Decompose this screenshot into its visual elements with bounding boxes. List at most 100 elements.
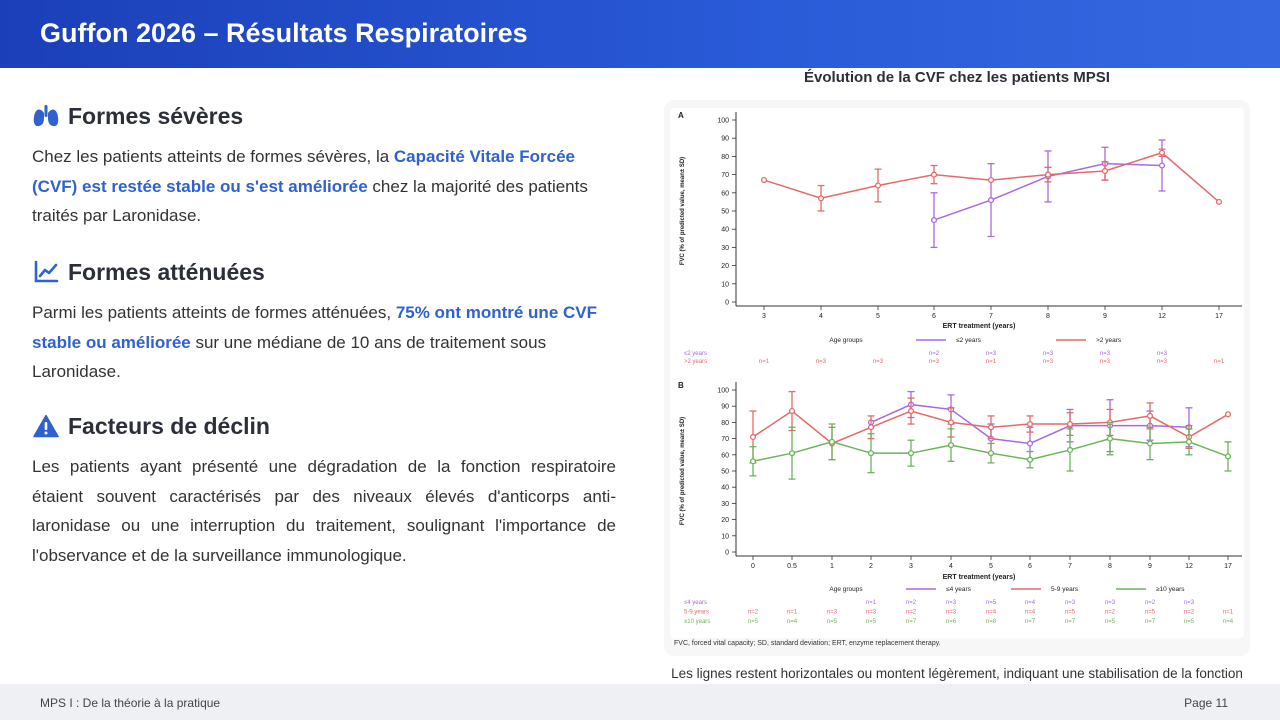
data-point <box>867 424 875 431</box>
section-text: Parmi les patients atteints de formes at… <box>32 298 616 387</box>
n-count: n=8 <box>986 619 997 625</box>
x-tick-label: 0.5 <box>787 563 797 570</box>
y-tick-label: 100 <box>717 118 729 125</box>
n-row-label: ≤4 years <box>684 600 707 606</box>
n-count: n=1 <box>759 359 770 365</box>
data-point <box>907 408 915 415</box>
data-point <box>1106 435 1114 442</box>
n-count: n=5 <box>1105 619 1116 625</box>
n-count: n=6 <box>946 619 957 625</box>
text-segment: Chez les patients atteints de formes sév… <box>32 147 394 166</box>
n-count: n=4 <box>986 610 997 616</box>
n-count: n=7 <box>1065 619 1076 625</box>
section-text: Chez les patients atteints de formes sév… <box>32 142 616 231</box>
n-count: n=3 <box>873 359 884 365</box>
chart-footnote: FVC, forced vital capacity; SD, standard… <box>674 640 941 647</box>
n-count: n=3 <box>1043 359 1054 365</box>
data-point <box>1101 167 1109 175</box>
legend-label: >2 years <box>1096 337 1122 344</box>
n-count: n=5 <box>1065 610 1076 616</box>
data-point <box>788 408 796 415</box>
y-tick-label: 30 <box>721 501 729 508</box>
x-axis-label: ERT treatment (years) <box>943 574 1016 581</box>
y-tick-label: 90 <box>721 404 729 411</box>
highlight-text: Capacité Vitale Forcée (CVF) est restée … <box>32 147 576 196</box>
n-count: n=4 <box>1025 610 1036 616</box>
x-tick-label: 17 <box>1224 563 1232 570</box>
data-point <box>947 442 955 449</box>
n-count: n=1 <box>1214 359 1225 365</box>
data-point <box>1066 420 1074 428</box>
text-segment: sur une médiane de 10 ans de traitement … <box>32 332 547 382</box>
data-point <box>1185 438 1193 445</box>
n-count: n=3 <box>1100 359 1111 365</box>
data-point <box>987 177 995 184</box>
y-axis-label: FVC (% of predicted value, mean± SD) <box>680 417 686 525</box>
n-count: n=3 <box>1065 600 1076 606</box>
n-count: n=3 <box>1043 351 1054 357</box>
x-tick-label: 4 <box>949 563 953 570</box>
n-count: n=2 <box>1145 600 1156 606</box>
section-text: Les patients ayant présenté une dégradat… <box>32 457 616 565</box>
legend-title: Age groups <box>829 337 863 344</box>
y-axis-label: FVC (% of predicted value, mean± SD) <box>680 157 686 265</box>
x-tick-label: 2 <box>869 563 873 570</box>
n-count: n=1 <box>866 600 877 606</box>
data-point <box>749 458 757 465</box>
n-count: n=5 <box>1184 619 1195 625</box>
highlight-text: 75% ont montré une CVF stable ou amélior… <box>32 303 597 352</box>
data-point <box>1224 411 1232 418</box>
x-tick-label: 9 <box>1148 563 1152 570</box>
section-attenuated: Formes atténuées Parmi les patients atte… <box>32 256 616 387</box>
y-tick-label: 60 <box>721 190 729 197</box>
n-count: n=7 <box>1025 619 1036 625</box>
x-tick-label: 8 <box>1108 563 1112 570</box>
panel-label: B <box>678 381 684 390</box>
x-tick-label: 5 <box>876 313 880 320</box>
y-tick-label: 60 <box>721 452 729 459</box>
n-count: n=2 <box>906 600 917 606</box>
y-tick-label: 40 <box>721 485 729 492</box>
section-severe: Formes sévères Chez les patients atteint… <box>32 100 616 231</box>
data-point <box>1146 440 1154 447</box>
y-tick-label: 0 <box>725 300 729 307</box>
data-point <box>867 450 875 457</box>
page-title: Guffon 2026 – Résultats Respiratoires <box>40 18 528 48</box>
y-tick-label: 70 <box>721 436 729 443</box>
y-tick-label: 10 <box>721 281 729 288</box>
data-point <box>1026 456 1034 463</box>
n-count: n=4 <box>1223 619 1234 625</box>
chart-title: Évolution de la CVF chez les patients MP… <box>804 69 1110 86</box>
legend-label: ≥10 years <box>1156 586 1185 593</box>
n-count: n=3 <box>866 610 877 616</box>
data-point <box>1146 412 1154 419</box>
n-count: n=3 <box>1100 351 1111 357</box>
n-count: n=3 <box>946 600 957 606</box>
data-point <box>930 217 938 224</box>
n-count: n=5 <box>986 600 997 606</box>
x-tick-label: 9 <box>1103 313 1107 320</box>
x-tick-label: 5 <box>989 563 993 570</box>
data-point <box>947 419 955 426</box>
n-count: n=7 <box>1145 619 1156 625</box>
data-point <box>817 195 825 202</box>
n-count: n=3 <box>1184 600 1195 606</box>
x-tick-label: 12 <box>1185 563 1193 570</box>
x-tick-label: 7 <box>989 313 993 320</box>
data-point <box>1224 453 1232 460</box>
legend-title: Age groups <box>829 586 863 593</box>
n-count: n=5 <box>866 619 877 625</box>
x-tick-label: 8 <box>1046 313 1050 320</box>
data-point <box>874 182 882 189</box>
n-count: n=5 <box>1145 610 1156 616</box>
n-count: n=2 <box>906 610 917 616</box>
y-tick-label: 80 <box>721 420 729 427</box>
data-point <box>788 450 796 457</box>
n-row-label: ≥10 years <box>684 619 710 625</box>
n-count: n=4 <box>1025 600 1036 606</box>
n-count: n=3 <box>827 610 838 616</box>
y-tick-label: 20 <box>721 263 729 270</box>
title-bar: Guffon 2026 – Résultats Respiratoires <box>0 0 1280 68</box>
n-row-label: >2 years <box>684 359 707 365</box>
n-count: n=3 <box>1157 359 1168 365</box>
